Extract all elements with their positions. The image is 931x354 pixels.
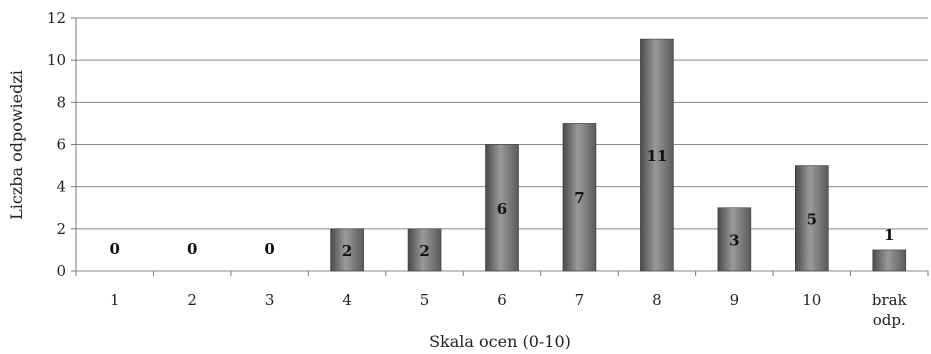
y-tick-label: 6 [56,136,66,154]
x-tick-label: 8 [652,291,662,309]
x-tick-label: 1 [110,291,120,309]
x-tick-label: 2 [187,291,197,309]
y-axis-label: Liczba odpowiedzi [7,70,26,220]
x-tick-label: 5 [420,291,430,309]
bar [485,144,519,272]
bar [795,165,829,272]
data-label: 1 [884,226,894,244]
bar [330,228,364,272]
x-tick-label: 10 [802,291,821,309]
y-tick-label: 0 [56,262,66,280]
y-tick-label: 2 [56,220,66,238]
y-tick-label: 8 [56,93,66,111]
data-label: 0 [110,240,120,258]
x-tick-label: 7 [575,291,585,309]
y-tick-label: 4 [56,178,66,196]
x-tick-label: 6 [497,291,507,309]
bar [640,38,674,272]
data-label: 0 [264,240,274,258]
bar [872,249,907,272]
data-label: 7 [574,189,584,207]
data-label: 0 [187,240,197,258]
x-tick-label: 9 [730,291,740,309]
data-label: 6 [497,200,507,218]
y-tick-label: 10 [47,51,66,69]
data-label: 11 [646,147,667,165]
bars [330,38,907,272]
data-label: 2 [342,242,352,260]
data-labels: 0 0 0 2 2 6 7 11 3 5 1 [110,147,895,260]
x-tick-label: brak odp. [872,291,908,329]
bar [717,207,752,272]
x-axis-label: Skala ocen (0-10) [429,332,571,351]
y-tick-label: 12 [47,9,66,27]
data-label: 3 [729,231,739,249]
x-tick-label: 4 [342,291,352,309]
y-axis-ticks: 0 2 4 6 8 10 12 [47,9,77,280]
data-label: 2 [419,242,429,260]
bar [407,228,442,272]
bar [562,123,597,272]
x-axis-ticks: 1 2 3 4 5 6 7 8 9 10 brak odp. [75,271,929,329]
x-tick-label: 3 [265,291,275,309]
data-label: 5 [807,210,817,228]
